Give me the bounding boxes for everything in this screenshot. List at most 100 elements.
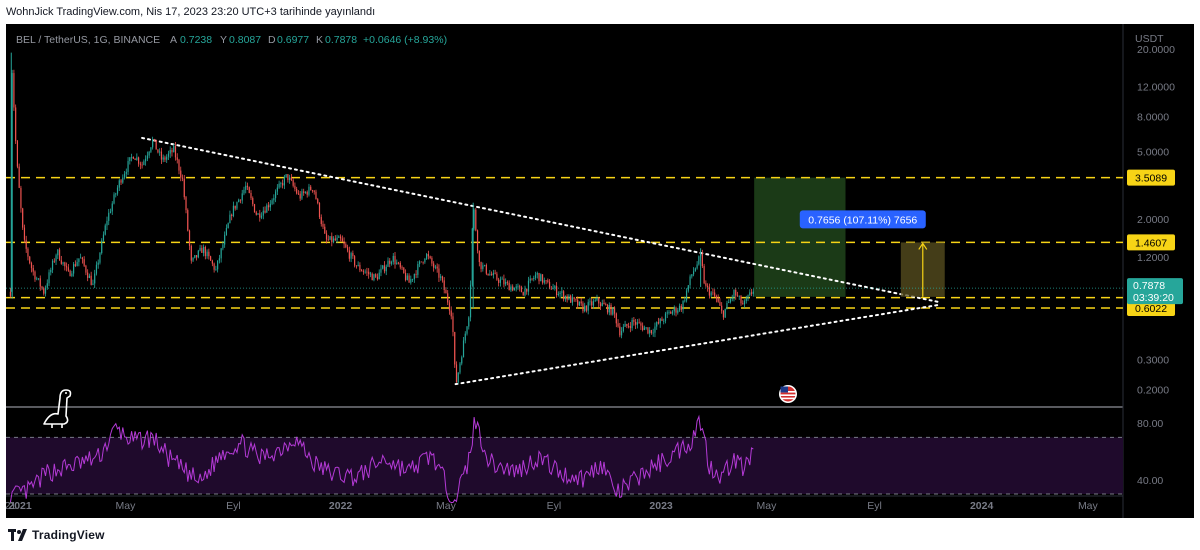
candle-body [30, 262, 33, 269]
candle-body [43, 288, 45, 294]
legend-open: 0.7238 [180, 34, 212, 46]
candle-body [680, 305, 682, 310]
candle-body [722, 310, 725, 318]
candle-body [547, 280, 549, 282]
rsi-line[interactable] [9, 414, 754, 503]
candle-body [584, 305, 586, 312]
candle-body [454, 332, 456, 365]
candle-body [69, 270, 71, 277]
candle-body [271, 200, 273, 204]
dinosaur-icon[interactable] [43, 389, 72, 428]
candle-body [341, 238, 343, 242]
candle-body [20, 187, 22, 209]
time-tick-3: Eyl [226, 500, 241, 512]
rsi-tick-1: 40.00 [1137, 475, 1163, 487]
candle-body [612, 307, 614, 315]
candle-body [185, 197, 187, 211]
chart-frame[interactable]: 0.7656 (107.11%) 7656 USDT 20.0000 12.0000… [5, 24, 1194, 518]
us-flag-icon[interactable] [779, 385, 797, 403]
candle-body [218, 258, 220, 261]
long-position-target-zone[interactable] [754, 177, 846, 297]
candle-body [125, 171, 127, 174]
candle-body [694, 268, 696, 272]
last-price-badge[interactable] [1127, 278, 1183, 305]
candle-body [164, 157, 166, 160]
candle-body [150, 147, 152, 152]
candle-body [427, 254, 429, 257]
candle-body [239, 199, 242, 201]
candle-body [513, 287, 516, 291]
candle-body [375, 274, 377, 277]
candle-body [204, 247, 206, 257]
candle-body [380, 268, 382, 273]
candle-body [624, 324, 626, 327]
candle-body [148, 151, 150, 156]
candle-body [476, 230, 479, 251]
candle-body [85, 265, 87, 273]
trendline-1[interactable] [454, 303, 942, 386]
candle-body [394, 255, 396, 265]
candle-body [701, 253, 703, 267]
candle-body [224, 234, 226, 245]
time-tick-10: 2024 [970, 500, 994, 512]
candle-body [410, 279, 412, 283]
candle-body [434, 266, 437, 268]
candle-body [78, 258, 80, 263]
candle-body [141, 164, 143, 166]
candle-body [687, 285, 689, 291]
candle-body [487, 273, 489, 276]
candle-body [301, 191, 303, 199]
candle-body [564, 295, 566, 300]
candle-body [642, 325, 644, 331]
price-tick-0: 20.0000 [1137, 44, 1175, 56]
candle-body [71, 273, 73, 277]
candle-body [339, 236, 342, 239]
candle-body [173, 145, 175, 153]
price-tick-5: 1.2000 [1137, 252, 1169, 264]
level-badge-0[interactable] [1127, 169, 1175, 186]
candle-body [155, 139, 157, 150]
candle-body [276, 187, 278, 192]
candle-body [557, 294, 559, 295]
candle-body [413, 274, 415, 280]
candle-body [81, 257, 83, 260]
candle-body [176, 157, 178, 160]
candle-body [545, 280, 547, 282]
candle-body [498, 279, 500, 283]
candle-body [222, 244, 224, 249]
candle-body [97, 262, 99, 265]
candle-body [310, 186, 312, 191]
candle-body [480, 262, 482, 269]
candle-body [698, 256, 700, 265]
candle-body [9, 291, 11, 297]
level-badge-1[interactable] [1127, 234, 1175, 251]
candle-body [599, 303, 602, 307]
legend-high-label: Y [220, 34, 227, 46]
candle-body [691, 274, 693, 277]
candle-body [620, 331, 623, 336]
candle-body [289, 177, 291, 180]
candle-body [181, 177, 184, 179]
candle-body [361, 270, 363, 272]
candle-body [752, 291, 754, 294]
candle-body [99, 253, 101, 263]
candle-body [53, 260, 55, 262]
candle-body [715, 296, 718, 299]
candle-body [654, 326, 656, 333]
candle-body [243, 189, 245, 194]
candle-body [483, 265, 486, 266]
candle-body [327, 239, 329, 241]
candle-body [303, 191, 305, 193]
candle-body [167, 153, 170, 157]
candle-body [743, 300, 746, 305]
candle-body [489, 274, 491, 276]
candle-body [462, 340, 465, 358]
candle-body [594, 300, 596, 302]
candle-body [631, 319, 633, 329]
candle-body [241, 193, 243, 201]
candle-body [134, 158, 136, 160]
candle-body [11, 73, 13, 297]
trendline-0[interactable] [141, 136, 942, 304]
candle-body [408, 275, 410, 283]
